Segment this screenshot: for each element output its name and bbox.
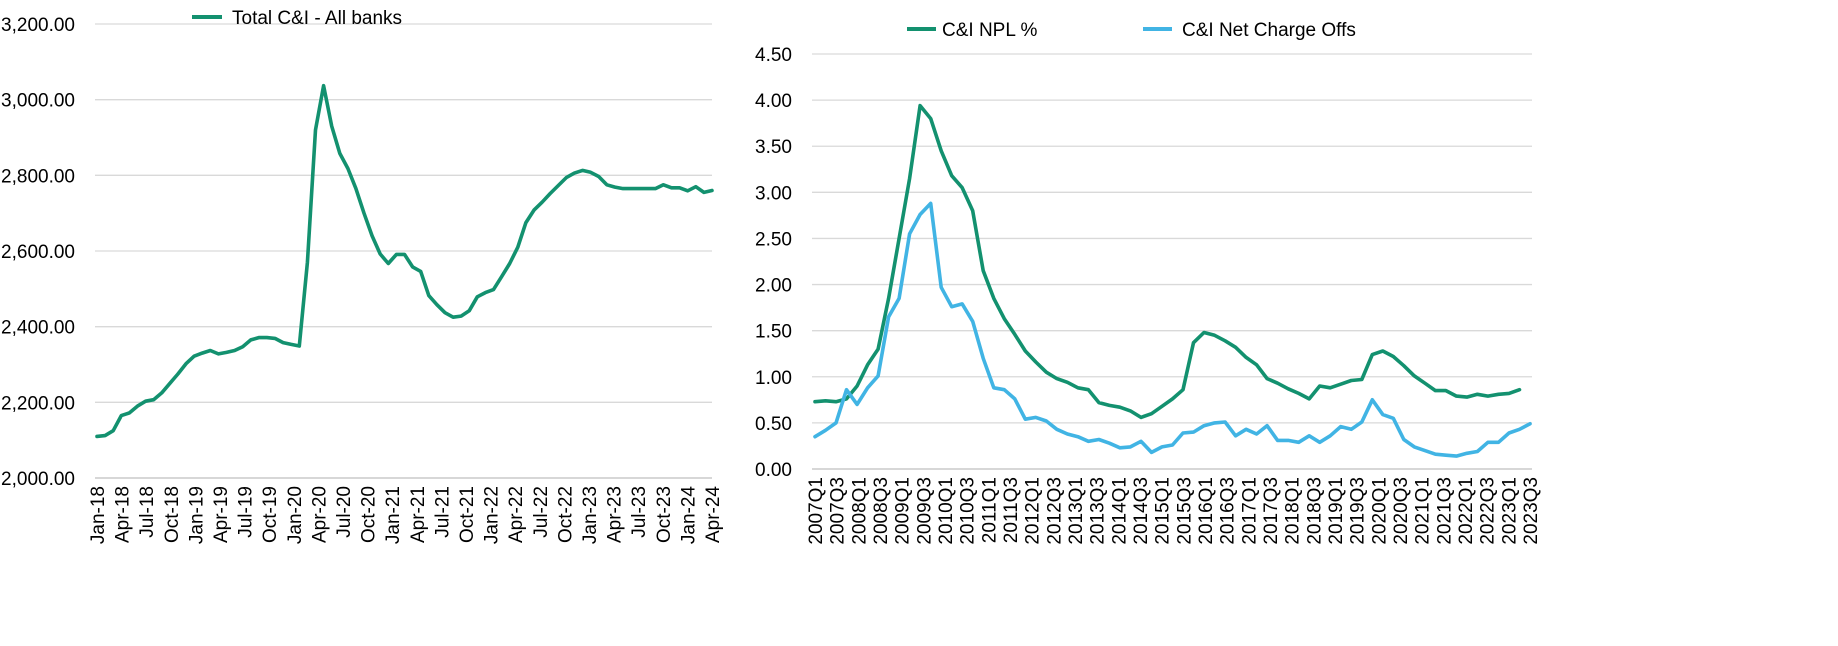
x-tick-label: Jan-20 [285, 486, 306, 544]
x-tick-label: Jul-20 [334, 486, 355, 538]
chart-npl-and-charge-offs: 0.00 0.50 1.00 1.50 2.00 2.50 3.00 3.50 4.00 4.50… [755, 20, 1542, 545]
x-tick-label: 2018Q1 [1283, 477, 1304, 545]
x-tick-label: 2015Q1 [1153, 477, 1174, 545]
right-chart-series [813, 103, 1532, 458]
x-tick-label: 2007Q1 [806, 477, 827, 545]
x-tick-label: 2022Q3 [1478, 477, 1499, 545]
right-chart-y-ticks: 0.00 0.50 1.00 1.50 2.00 2.50 3.00 3.50 4.00 4.50 [755, 45, 792, 481]
x-tick-label: Apr-22 [506, 486, 527, 543]
x-tick-label: 2018Q3 [1304, 477, 1325, 545]
left-chart-series [95, 83, 714, 439]
x-tick-label: Jan-22 [482, 486, 503, 544]
legend-label: Total C&I - All banks [232, 8, 402, 29]
x-tick-label: 2020Q3 [1391, 477, 1412, 545]
y-tick-label: 3,000.00 [1, 91, 75, 112]
x-tick-label: 2012Q1 [1023, 477, 1044, 545]
x-tick-label: 2021Q1 [1413, 477, 1434, 545]
x-tick-label: Oct-18 [162, 486, 183, 543]
left-chart-gridlines [95, 23, 712, 479]
x-tick-label: Oct-20 [359, 486, 380, 543]
x-tick-label: 2013Q3 [1088, 477, 1109, 545]
legend-label: C&I NPL % [942, 20, 1037, 41]
left-chart-x-ticks: Jan-18 Apr-18 Jul-18 Oct-18 Jan-19 Apr-19 Jul-… [88, 486, 724, 545]
x-tick-label: 2007Q3 [828, 477, 849, 545]
x-tick-label: Apr-23 [605, 486, 626, 543]
y-tick-label: 2.00 [755, 276, 792, 297]
x-tick-label: 2016Q1 [1196, 477, 1217, 545]
right-chart-legend: C&I NPL % C&I Net Charge Offs [907, 20, 1356, 41]
y-tick-label: 2,800.00 [1, 166, 75, 187]
x-tick-label: 2013Q1 [1066, 477, 1087, 545]
chart-total-ci-loans: 2,000.00 2,200.00 2,400.00 2,600.00 2,800.00… [1, 8, 724, 544]
y-tick-label: 3,200.00 [1, 15, 75, 36]
x-tick-label: 2008Q1 [849, 477, 870, 545]
x-tick-label: Jul-23 [629, 486, 650, 538]
x-tick-label: Apr-18 [113, 486, 134, 543]
x-tick-label: Apr-21 [408, 486, 429, 543]
x-tick-label: 2011Q3 [1001, 477, 1022, 543]
y-tick-label: 1.50 [755, 322, 792, 343]
y-tick-label: 0.50 [755, 414, 792, 435]
x-tick-label: Jan-23 [580, 486, 601, 544]
x-tick-label: Apr-20 [309, 486, 330, 543]
series-line-1 [95, 83, 714, 439]
x-tick-label: 2009Q1 [893, 477, 914, 545]
x-tick-label: 2017Q3 [1261, 477, 1282, 545]
y-tick-label: 2,000.00 [1, 469, 75, 490]
x-tick-label: 2014Q1 [1109, 477, 1130, 545]
x-tick-label: 2017Q1 [1239, 477, 1260, 545]
y-tick-label: 3.00 [755, 183, 792, 204]
x-tick-label: 2015Q3 [1174, 477, 1195, 545]
legend-label: C&I Net Charge Offs [1182, 20, 1356, 41]
x-tick-label: 2022Q1 [1456, 477, 1477, 545]
x-tick-label: Oct-22 [555, 486, 576, 543]
x-tick-label: Jul-22 [531, 486, 552, 538]
y-tick-label: 3.50 [755, 137, 792, 158]
x-tick-label: Jul-19 [236, 486, 257, 538]
x-tick-label: 2012Q3 [1044, 477, 1065, 545]
x-tick-label: 2020Q1 [1369, 477, 1390, 545]
x-tick-label: 2023Q3 [1521, 477, 1542, 545]
x-tick-label: Jan-18 [88, 486, 109, 544]
x-tick-label: 2010Q1 [936, 477, 957, 545]
series-line-1 [813, 103, 1522, 420]
y-tick-label: 2,400.00 [1, 318, 75, 339]
x-tick-label: Apr-19 [211, 486, 232, 543]
y-tick-label: 4.00 [755, 91, 792, 112]
x-tick-label: 2023Q1 [1499, 477, 1520, 545]
right-chart-x-ticks: 2007Q1 2007Q3 2008Q1 2008Q3 2009Q1 2009Q3 2010… [806, 477, 1542, 545]
x-tick-label: 2008Q3 [871, 477, 892, 545]
y-tick-label: 2.50 [755, 229, 792, 250]
right-chart-gridlines [812, 53, 1532, 470]
x-tick-label: Jan-24 [678, 486, 699, 545]
x-tick-label: 2014Q3 [1131, 477, 1152, 545]
x-tick-label: 2009Q3 [914, 477, 935, 545]
x-tick-label: 2011Q1 [979, 477, 1000, 543]
x-tick-label: Jul-18 [137, 486, 158, 538]
x-tick-label: 2019Q3 [1348, 477, 1369, 545]
x-tick-label: 2010Q3 [958, 477, 979, 545]
x-tick-label: 2021Q3 [1434, 477, 1455, 545]
left-chart-legend: Total C&I - All banks [192, 8, 402, 29]
x-tick-label: Oct-21 [457, 486, 478, 543]
y-tick-label: 2,600.00 [1, 242, 75, 263]
x-tick-label: Jan-21 [383, 486, 404, 544]
y-tick-label: 0.00 [755, 460, 792, 481]
series-line-2 [813, 201, 1532, 458]
x-tick-label: Jul-21 [432, 486, 453, 538]
x-tick-label: 2019Q1 [1326, 477, 1347, 545]
x-tick-label: 2016Q3 [1218, 477, 1239, 545]
y-tick-label: 4.50 [755, 45, 792, 66]
x-tick-label: Oct-23 [654, 486, 675, 543]
x-tick-label: Jan-19 [186, 486, 207, 544]
y-tick-label: 1.00 [755, 368, 792, 389]
x-tick-label: Apr-24 [703, 486, 724, 543]
y-tick-label: 2,200.00 [1, 393, 75, 414]
left-chart-y-ticks: 2,000.00 2,200.00 2,400.00 2,600.00 2,800.00… [1, 15, 75, 490]
x-tick-label: Oct-19 [260, 486, 281, 543]
